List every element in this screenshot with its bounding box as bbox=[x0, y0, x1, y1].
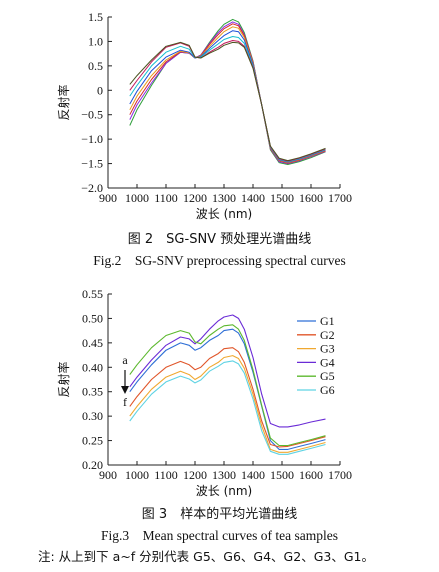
y-tick-label: 0.25 bbox=[82, 434, 103, 448]
x-tick-label: 1100 bbox=[154, 468, 178, 482]
y-axis-label: 反射率 bbox=[56, 84, 71, 120]
y-tick-label: 0.30 bbox=[82, 409, 103, 423]
x-tick-label: 1200 bbox=[183, 191, 207, 205]
chart-sg-snv: 900 1000 1100 1200 1300 1400 1500 1600 1700 1.5 1.… bbox=[56, 10, 352, 221]
y-axis-label: 反射率 bbox=[56, 361, 71, 397]
y-tick-label: 0.5 bbox=[88, 59, 103, 73]
y-tick-label: −1.0 bbox=[81, 132, 103, 146]
series-line-2 bbox=[129, 21, 326, 165]
legend-label-g2: G2 bbox=[320, 328, 335, 342]
y-tick-label: 0.35 bbox=[82, 385, 103, 399]
series-line-8 bbox=[129, 41, 326, 162]
y-tick-label: 0.50 bbox=[82, 311, 103, 325]
x-tick-label: 1000 bbox=[125, 468, 149, 482]
y-tick-label: 1.5 bbox=[88, 10, 103, 24]
figure-3-footnote: 注: 从上到下 a~f 分别代表 G5、G6、G4、G2、G3、G1。 bbox=[38, 549, 374, 564]
series-line-g3 bbox=[129, 355, 326, 453]
x-tick-label: 1300 bbox=[212, 468, 236, 482]
figure-2-caption-zh: 图 2 SG-SNV 预处理光谱曲线 bbox=[127, 232, 312, 247]
x-tick-label: 1000 bbox=[125, 191, 149, 205]
x-tick-label: 1600 bbox=[299, 191, 323, 205]
figure-2-caption-en: Fig.2 SG-SNV preprocessing spectral curv… bbox=[93, 253, 346, 268]
x-tick-label: 1500 bbox=[270, 468, 294, 482]
x-tick-label: 1300 bbox=[212, 191, 236, 205]
annotation-arrow-head bbox=[121, 386, 129, 394]
x-tick-label: 1600 bbox=[299, 468, 323, 482]
series-line-g4 bbox=[129, 314, 326, 428]
y-tick-label: 0.20 bbox=[82, 458, 103, 472]
x-tick-label: 1200 bbox=[183, 468, 207, 482]
x-axis-label: 波长 (nm) bbox=[196, 207, 252, 221]
legend-label-g1: G1 bbox=[320, 314, 335, 328]
x-tick-label: 1400 bbox=[241, 191, 265, 205]
x-tick-label: 1500 bbox=[270, 191, 294, 205]
x-tick-label: 1400 bbox=[241, 468, 265, 482]
x-axis-label: 波长 (nm) bbox=[196, 484, 252, 498]
series-line-g2 bbox=[129, 347, 326, 448]
x-tick-label: 1100 bbox=[154, 191, 178, 205]
legend-label-g5: G5 bbox=[320, 369, 335, 383]
x-tick-label: 1700 bbox=[328, 191, 352, 205]
y-tick-label: −0.5 bbox=[81, 108, 103, 122]
y-tick-label: 1.0 bbox=[88, 34, 103, 48]
y-tick-label: 0.45 bbox=[82, 336, 103, 350]
x-tick-label: 900 bbox=[99, 468, 117, 482]
x-tick-label: 900 bbox=[99, 191, 117, 205]
legend-label-g3: G3 bbox=[320, 342, 335, 356]
series-line-g5 bbox=[129, 324, 326, 447]
annotation-label-f: f bbox=[123, 395, 127, 409]
figure-3-caption-en: Fig.3 Mean spectral curves of tea sample… bbox=[101, 528, 338, 543]
y-tick-label: −2.0 bbox=[81, 181, 103, 195]
y-tick-label: −1.5 bbox=[81, 157, 103, 171]
y-tick-label: 0.40 bbox=[82, 360, 103, 374]
y-tick-label: 0.55 bbox=[82, 287, 103, 301]
legend-label-g4: G4 bbox=[320, 355, 335, 369]
series-line-g1 bbox=[129, 328, 326, 450]
chart-mean-spectra: 900 1000 1100 1200 1300 1400 1500 1600 1700 0.55 0… bbox=[56, 287, 352, 498]
y-tick-label: 0 bbox=[97, 83, 103, 97]
x-tick-label: 1700 bbox=[328, 468, 352, 482]
annotation-label-a: a bbox=[122, 353, 128, 367]
figure-3-caption-zh: 图 3 样本的平均光谱曲线 bbox=[141, 507, 298, 522]
legend-label-g6: G6 bbox=[320, 383, 335, 397]
series-line-g6 bbox=[129, 360, 326, 455]
